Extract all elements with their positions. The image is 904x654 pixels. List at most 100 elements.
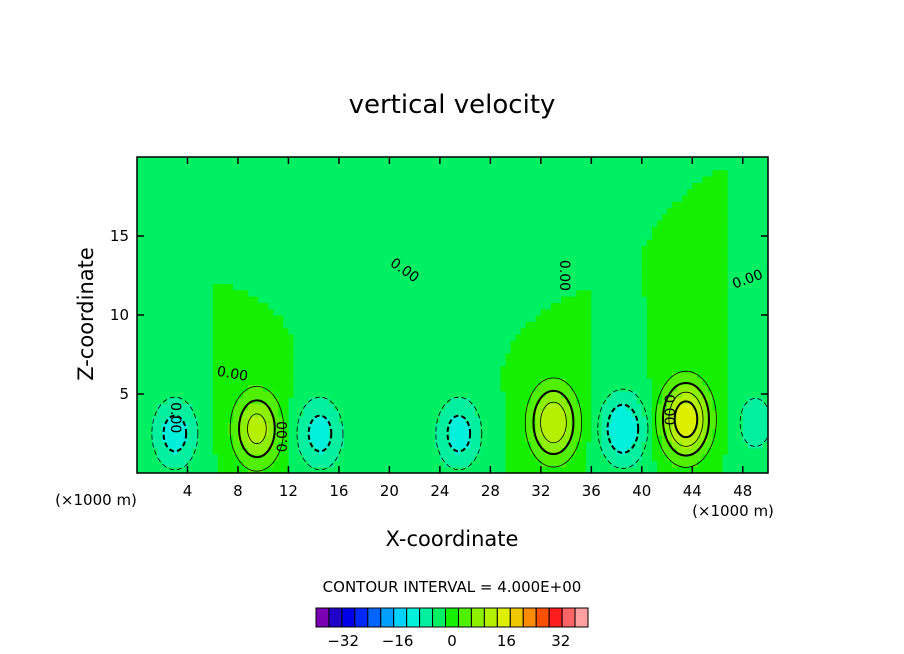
field-cell [581,213,587,221]
field-cell [515,384,522,392]
field-cell [439,340,446,348]
field-cell [424,447,431,455]
field-cell [424,428,431,436]
field-cell [384,390,390,398]
field-cell [278,245,284,253]
field-cell [343,460,350,468]
field-cell [359,296,365,303]
field-cell [566,264,572,272]
field-cell [359,188,365,196]
field-cell [278,188,284,196]
field-cell [404,188,411,196]
field-cell [621,378,628,386]
field-cell [354,251,360,259]
field-cell [354,277,360,284]
field-cell [576,207,582,215]
field-cell [237,188,244,196]
field-cell [439,258,446,266]
field-cell [631,384,638,392]
field-cell [535,340,542,348]
field-cell [439,333,446,341]
field-cell [157,201,163,209]
field-cell [197,340,204,348]
field-cell [207,409,214,417]
field-cell [606,315,613,322]
field-cell [611,454,618,461]
field-cell [288,207,295,215]
field-cell [389,346,396,354]
field-cell [293,466,300,473]
field-cell [217,428,224,436]
field-cell [455,283,461,291]
field-cell [232,403,239,411]
field-cell [212,251,219,259]
field-cell [576,182,582,190]
field-cell [359,258,365,266]
field-cell [505,251,512,259]
field-cell [237,289,244,297]
field-cell [354,315,360,322]
field-cell [232,157,239,164]
field-cell [495,308,502,316]
field-cell [263,270,269,278]
field-cell [530,245,537,253]
field-cell [278,403,284,411]
field-cell [581,327,587,335]
field-cell [192,258,199,266]
field-cell [470,441,476,449]
field-cell [449,226,456,234]
field-cell [354,213,360,221]
field-cell [596,283,603,291]
field-cell [571,409,577,417]
field-cell [399,378,406,386]
field-cell [237,403,244,411]
field-cell [243,460,249,468]
field-cell [581,390,587,398]
field-cell [576,340,582,348]
field-cell [475,264,481,272]
field-cell [561,378,567,386]
field-cell [318,201,325,209]
field-cell [157,390,163,398]
field-cell [142,359,148,367]
field-cell [157,182,163,190]
field-cell [439,251,446,259]
field-cell [177,226,184,234]
field-cell [212,397,219,405]
field-cell [485,365,491,373]
field-cell [318,365,325,373]
field-cell [490,258,497,266]
field-cell [561,175,567,183]
field-cell [343,251,350,259]
field-cell [333,447,340,455]
field-cell [202,378,209,386]
field-cell [439,447,446,455]
field-cell [475,371,481,379]
field-cell [586,239,592,247]
field-cell [550,220,557,228]
field-cell [460,239,466,247]
field-cell [424,321,431,329]
field-cell [404,378,411,386]
field-cell [455,390,461,398]
field-cell [550,188,557,196]
field-cell [354,327,360,335]
field-cell [470,460,476,468]
field-cell [505,188,512,196]
field-cell [227,264,234,272]
field-cell [349,308,355,316]
field-cell [581,359,587,367]
field-cell [566,207,572,215]
field-cell [424,460,431,468]
field-cell [354,416,360,424]
field-cell [530,384,537,392]
field-cell [243,435,249,442]
field-cell [485,226,491,234]
field-cell [581,226,587,234]
field-cell [343,447,350,455]
field-cell [293,416,300,424]
field-cell [470,390,476,398]
field-cell [177,232,184,240]
field-cell [500,213,507,221]
field-cell [248,207,254,215]
